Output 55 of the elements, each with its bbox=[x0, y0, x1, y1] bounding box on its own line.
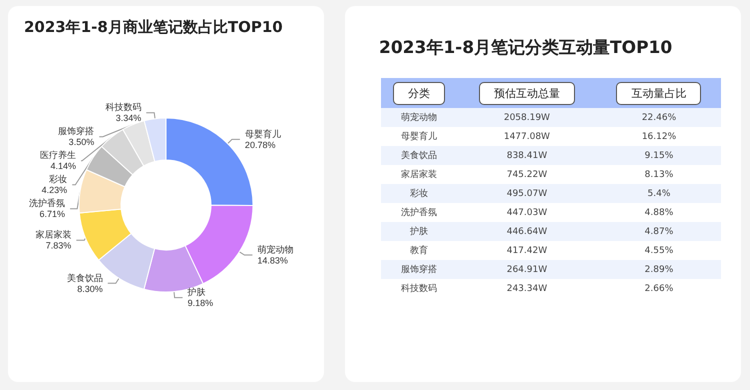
category-label: 彩妆 bbox=[381, 184, 457, 203]
slice-label: 科技数码 bbox=[105, 102, 142, 112]
data-label: 2058.19W bbox=[456, 108, 597, 127]
series-label: 互动量占比 bbox=[616, 82, 702, 104]
category-label: 护肤 bbox=[381, 222, 457, 241]
slice-label: 医疗养生 bbox=[40, 150, 76, 160]
text: 2023年1-8月笔记分类互动量TOP10 bbox=[379, 37, 672, 59]
data-label: 9.15% bbox=[596, 146, 721, 165]
data-label: 14.83% bbox=[257, 256, 288, 266]
data-label: 16.12% bbox=[640, 130, 678, 144]
series-label: 预估互动总量 bbox=[478, 82, 575, 104]
category-label: 科技数码 bbox=[400, 282, 438, 296]
data-label: 20.78% bbox=[244, 140, 276, 150]
category-label: 家居家装 bbox=[400, 168, 438, 182]
data-label: 9.18% bbox=[188, 298, 214, 308]
slice-label: 家居家装 bbox=[35, 230, 72, 240]
category-label: 洗护香氛 bbox=[400, 206, 438, 220]
data-label: 8.13% bbox=[644, 168, 674, 182]
data-label: 4.55% bbox=[644, 244, 674, 258]
data-label: 3.34% bbox=[116, 113, 142, 124]
slice-label: 美食饮品 bbox=[66, 272, 103, 283]
data-label: 2.89% bbox=[596, 260, 721, 279]
text: 分类 bbox=[392, 82, 445, 104]
data-label: 1477.08W bbox=[502, 130, 551, 144]
slice-label: 洗护香氛 bbox=[29, 198, 66, 208]
data-label: 2.66% bbox=[644, 282, 674, 296]
slice-label: 护肤 bbox=[186, 287, 206, 298]
data-label: 4.88% bbox=[644, 206, 674, 220]
data-label: 8.30% bbox=[77, 284, 103, 294]
data-label: 745.22W bbox=[506, 168, 548, 182]
slice-label: 服饰穿搭 bbox=[58, 126, 94, 136]
data-label: 838.41W bbox=[456, 146, 597, 165]
data-label: 4.23% bbox=[42, 185, 68, 196]
category-label: 母婴育儿 bbox=[400, 130, 438, 144]
data-label: 446.64W bbox=[456, 222, 597, 241]
data-label: 417.42W bbox=[506, 244, 548, 258]
slice-label: 母婴育儿 bbox=[244, 128, 281, 139]
category-label: 教育 bbox=[408, 244, 429, 258]
category-label: 美食饮品 bbox=[381, 146, 457, 165]
data-label: 4.87% bbox=[596, 222, 721, 241]
data-label: 4.14% bbox=[50, 161, 76, 172]
data-label: 264.91W bbox=[456, 260, 597, 279]
chart-title: 2023年1-8月商业笔记数占比TOP10 bbox=[24, 18, 283, 37]
slice-label: 萌宠动物 bbox=[257, 244, 294, 255]
data-label: 22.46% bbox=[596, 108, 721, 127]
data-label: 6.71% bbox=[40, 209, 66, 220]
data-label: 7.83% bbox=[46, 240, 72, 251]
category-label: 萌宠动物 bbox=[381, 108, 457, 127]
data-label: 3.50% bbox=[68, 137, 94, 148]
data-label: 447.03W bbox=[506, 206, 548, 220]
slice-label: 彩妆 bbox=[49, 174, 68, 184]
category-label: 服饰穿搭 bbox=[381, 260, 457, 279]
data-label: 495.07W bbox=[456, 184, 597, 203]
data-label: 243.34W bbox=[506, 282, 548, 296]
data-label: 5.4% bbox=[596, 184, 721, 203]
